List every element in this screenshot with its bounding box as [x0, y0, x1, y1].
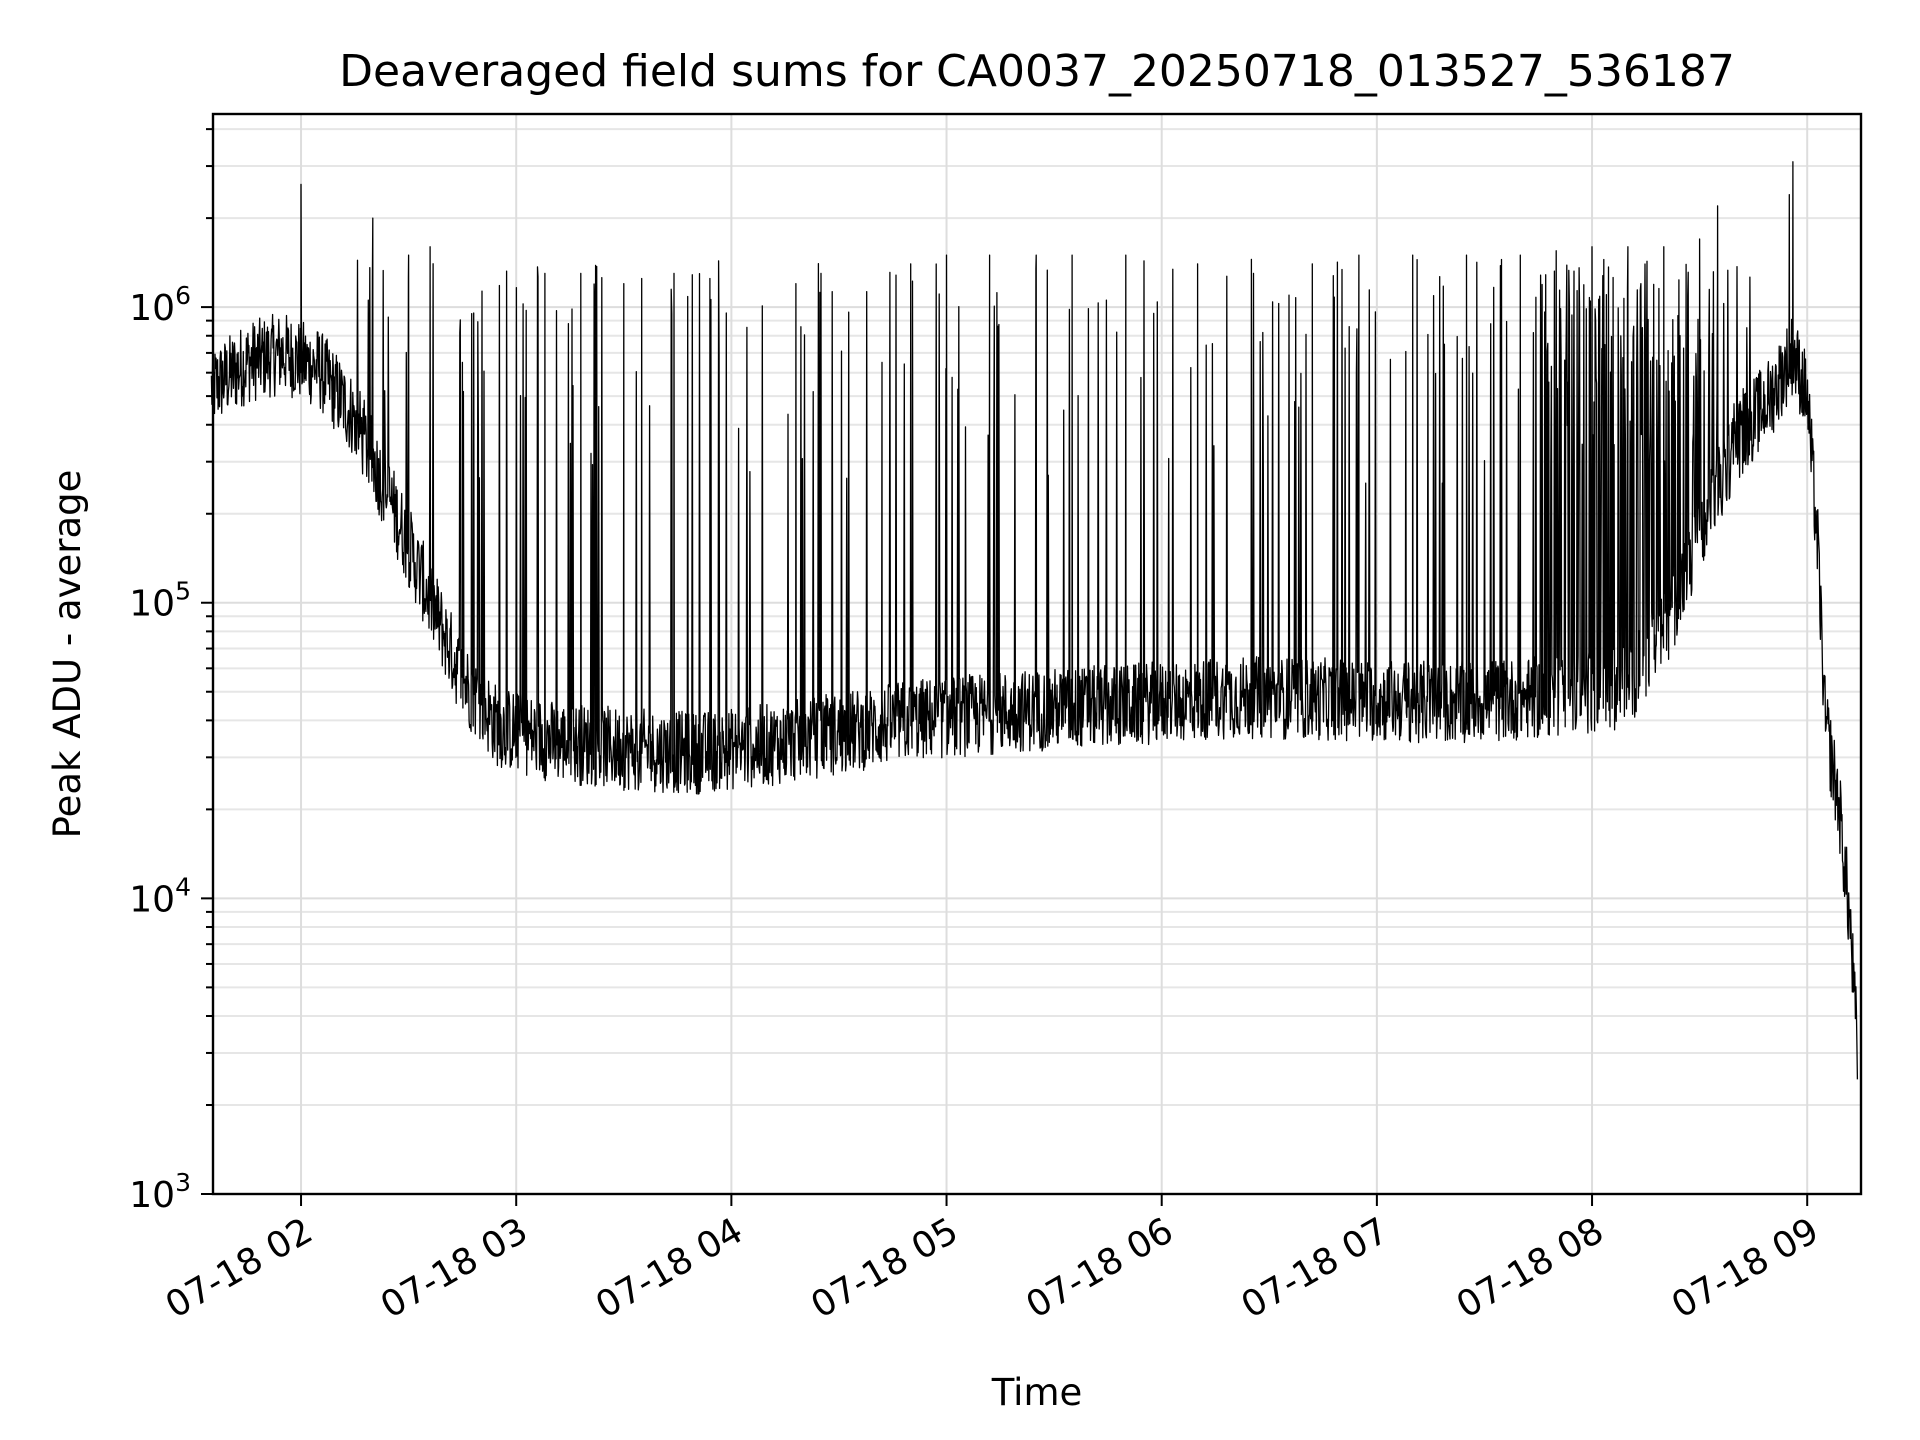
y-tick-label: 103	[129, 1168, 191, 1216]
y-tick-base: 10	[129, 879, 175, 920]
y-tick-base: 10	[129, 584, 175, 625]
y-tick-label: 106	[129, 281, 191, 329]
y-tick-base: 10	[129, 1175, 175, 1216]
y-tick-exponent: 5	[175, 577, 191, 606]
series-line	[210, 161, 1859, 1080]
y-tick-label: 104	[129, 872, 191, 920]
y-axis-label: Peak ADU - average	[46, 470, 89, 839]
y-tick-exponent: 3	[175, 1168, 191, 1197]
plot-frame	[211, 112, 1863, 1196]
x-axis-label: Time	[991, 1371, 1083, 1414]
y-tick-label: 105	[129, 577, 191, 625]
chart-title: Deaveraged field sums for CA0037_2025071…	[339, 46, 1735, 97]
y-tick-exponent: 6	[175, 281, 191, 310]
y-tick-base: 10	[129, 288, 175, 329]
y-tick-exponent: 4	[175, 872, 191, 901]
